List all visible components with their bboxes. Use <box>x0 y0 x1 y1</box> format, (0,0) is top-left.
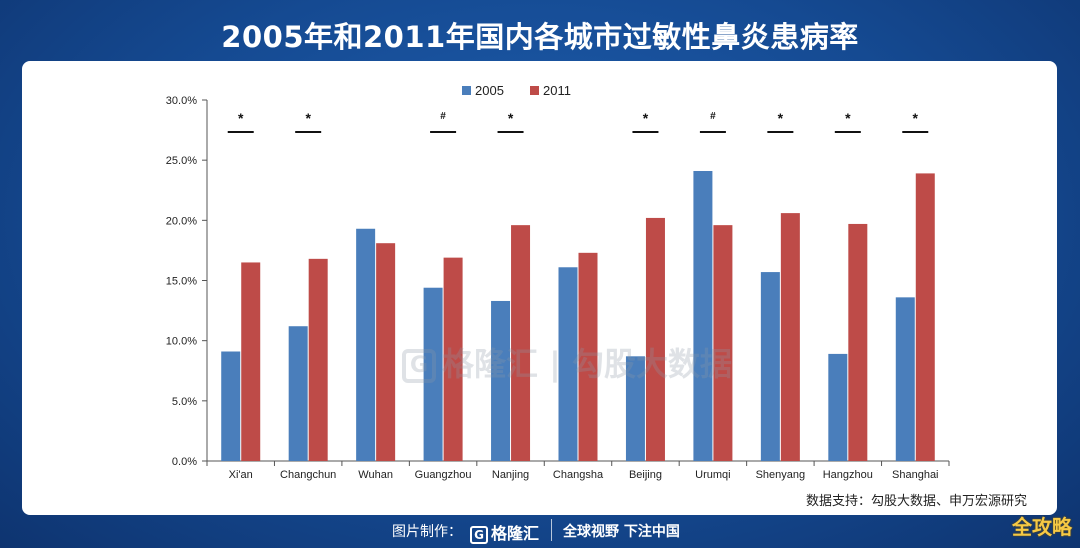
x-tick-label: Shanghai <box>892 469 939 481</box>
x-tick-label: Beijing <box>629 469 662 481</box>
legend-label: 2005 <box>475 83 504 98</box>
significance-mark: # <box>440 111 446 122</box>
bar-2011 <box>308 258 328 461</box>
bar-2011 <box>443 257 463 461</box>
x-tick-label: Urumqi <box>695 469 730 481</box>
bar-2011 <box>713 225 733 461</box>
bar-2005 <box>760 272 780 461</box>
page-title: 2005年和2011年国内各城市过敏性鼻炎患病率 <box>221 20 859 54</box>
footer-logo-text: 格隆汇 <box>491 524 540 543</box>
bar-2011 <box>915 173 935 462</box>
y-tick-label: 0.0% <box>172 456 197 468</box>
bar-2005 <box>423 287 443 461</box>
significance-mark: * <box>643 110 649 126</box>
y-tick-label: 25.0% <box>166 155 197 167</box>
legend-swatch-2011 <box>530 86 539 95</box>
bar-2011 <box>376 243 396 461</box>
bar-chart: 0.0% 5.0% 10.0% 15.0% 20.0% 25.0% 30.0% Xi'an * C… <box>166 83 950 481</box>
y-tick-label: 20.0% <box>166 215 197 227</box>
bar-2011 <box>578 252 598 461</box>
watermark: G 格隆汇 | 勾股大数据 <box>402 339 732 383</box>
legend-swatch-2005 <box>462 86 471 95</box>
significance-mark: * <box>508 110 514 126</box>
bar-2005 <box>828 353 848 461</box>
footer-divider <box>551 519 552 541</box>
brand-badge: 全攻略 <box>1012 515 1072 539</box>
bar-2005 <box>625 356 645 461</box>
footer-slogan: 全球视野 下注中国 <box>563 524 680 540</box>
source-note: 数据支持：勾股大数据、申万宏源研究 <box>805 494 1027 509</box>
x-tick-label: Shenyang <box>756 469 806 481</box>
significance-mark: # <box>710 111 716 122</box>
significance-mark: * <box>845 110 851 126</box>
legend-label: 2011 <box>543 83 571 98</box>
chart-panel: 0.0% 5.0% 10.0% 15.0% 20.0% 25.0% 30.0% Xi'an * C… <box>22 61 1057 515</box>
footer: 图片制作： G 格隆汇 全球视野 下注中国 <box>0 517 1080 548</box>
bar-2011 <box>848 223 868 461</box>
watermark-logo-icon: G <box>402 349 436 383</box>
x-tick-label: Changsha <box>553 469 604 481</box>
bar-2005 <box>895 297 915 461</box>
significance-mark: * <box>238 110 244 126</box>
footer-logo: G 格隆汇 <box>470 520 539 544</box>
bar-2005 <box>221 351 241 461</box>
y-tick-label: 30.0% <box>166 95 197 107</box>
bar-2005 <box>288 326 308 461</box>
x-tick-label: Wuhan <box>358 469 393 481</box>
x-tick-label: Xi'an <box>229 469 253 481</box>
significance-mark: * <box>305 110 311 126</box>
x-tick-label: Nanjing <box>492 469 529 481</box>
significance-mark: * <box>778 110 784 126</box>
footer-made-label: 图片制作： <box>392 524 462 540</box>
x-tick-label: Guangzhou <box>415 469 472 481</box>
y-tick-label: 10.0% <box>166 336 197 348</box>
bar-2011 <box>511 225 531 461</box>
watermark-text: 格隆汇 | 勾股大数据 <box>442 345 732 383</box>
gelonghui-logo-icon: G <box>470 526 488 544</box>
bar-2011 <box>645 217 665 461</box>
bar-2011 <box>780 213 800 461</box>
bar-2005 <box>356 228 376 461</box>
bar-2011 <box>241 262 261 461</box>
bar-2005 <box>491 300 511 461</box>
bar-2005 <box>558 267 578 461</box>
x-tick-label: Hangzhou <box>823 469 873 481</box>
significance-mark: * <box>913 110 919 126</box>
x-tick-label: Changchun <box>280 469 336 481</box>
bar-2005 <box>693 170 713 461</box>
y-tick-label: 15.0% <box>166 276 197 288</box>
y-tick-label: 5.0% <box>172 396 197 408</box>
